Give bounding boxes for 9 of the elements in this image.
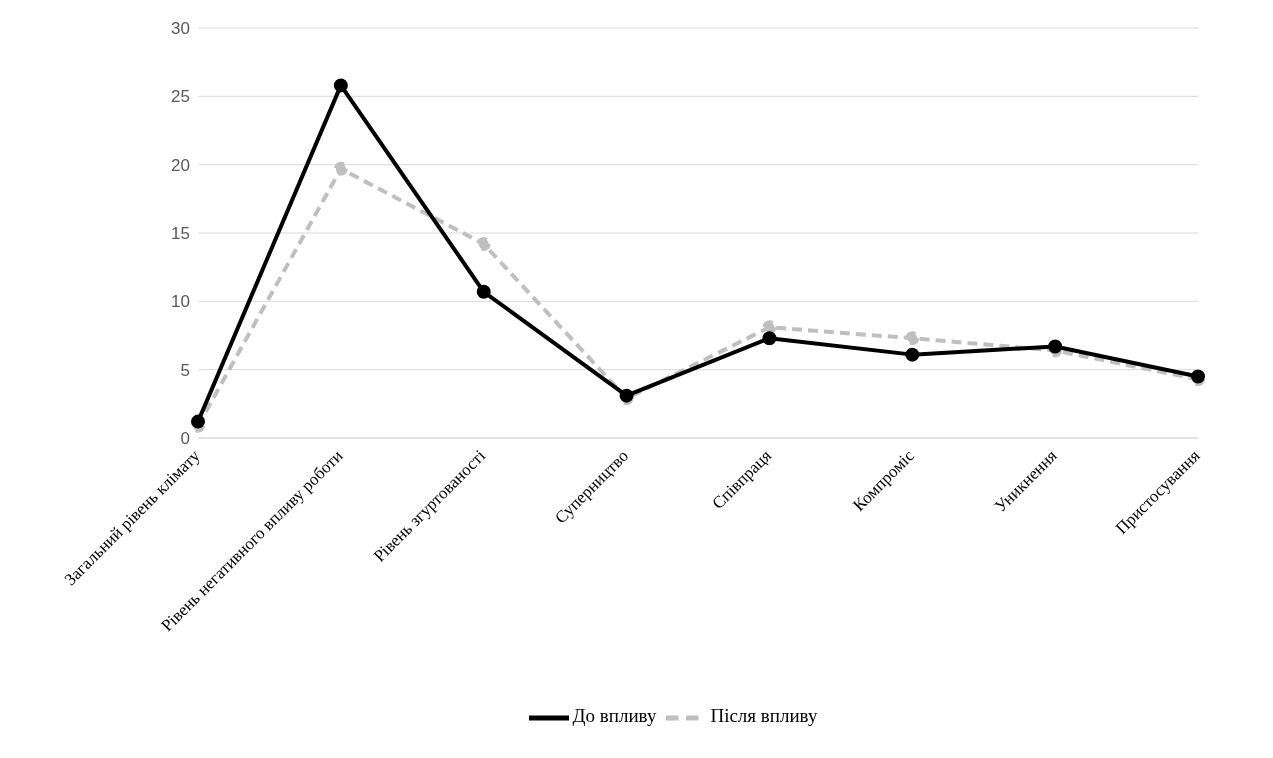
y-tick-label: 25: [171, 87, 190, 107]
y-tick-label: 0: [180, 429, 190, 449]
legend-label: До впливу: [572, 705, 657, 727]
y-tick-label: 20: [171, 155, 190, 175]
y-tick-label: 10: [171, 292, 190, 312]
y-tick-label: 15: [171, 224, 190, 244]
y-tick-label: 5: [180, 360, 190, 380]
legend-label: Після впливу: [710, 705, 818, 727]
y-tick-label: 30: [171, 19, 190, 39]
